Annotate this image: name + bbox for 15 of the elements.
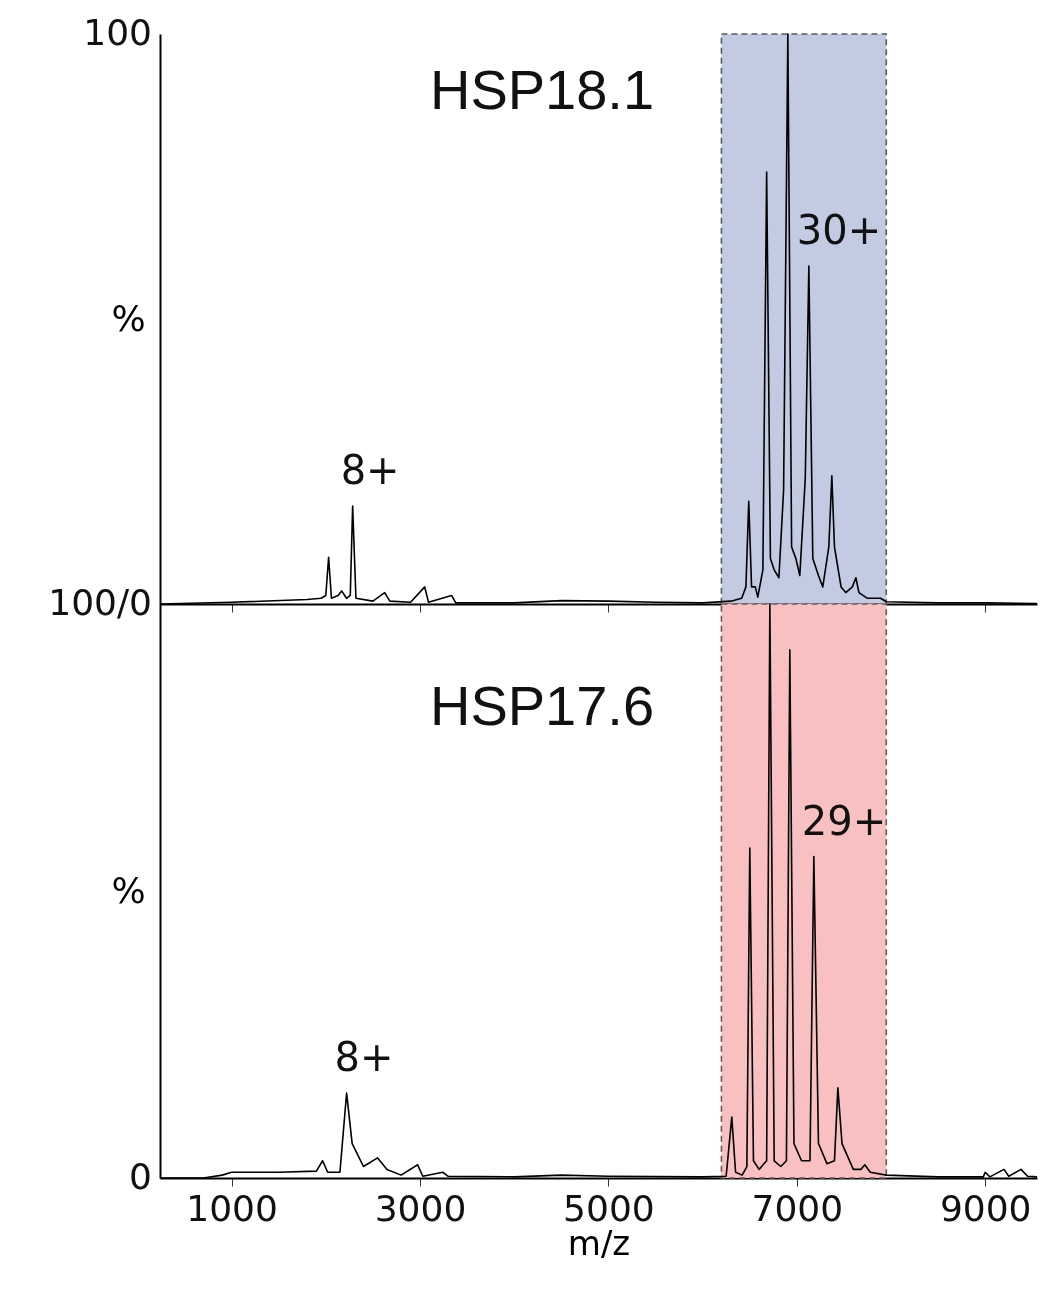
annotation: 8+ [334, 1034, 394, 1081]
x-tick-label: 1000 [186, 1187, 278, 1229]
x-tick-label: 7000 [751, 1187, 844, 1229]
text: 100 [83, 12, 152, 53]
x-tick-label: 9000 [939, 1187, 1032, 1229]
y-axis-title: % [111, 297, 146, 339]
x-tick-label: 3000 [374, 1187, 467, 1229]
annotation: 8+ [340, 446, 400, 493]
annotation: 30+ [796, 206, 882, 253]
text: 0 [129, 1156, 152, 1197]
chart-title: HSP18.1 [429, 58, 655, 121]
annotation: 29+ [801, 797, 887, 844]
text: 100/0 [48, 582, 152, 623]
text: HSP17.6 [429, 674, 655, 737]
y-axis-title: % [111, 869, 146, 911]
